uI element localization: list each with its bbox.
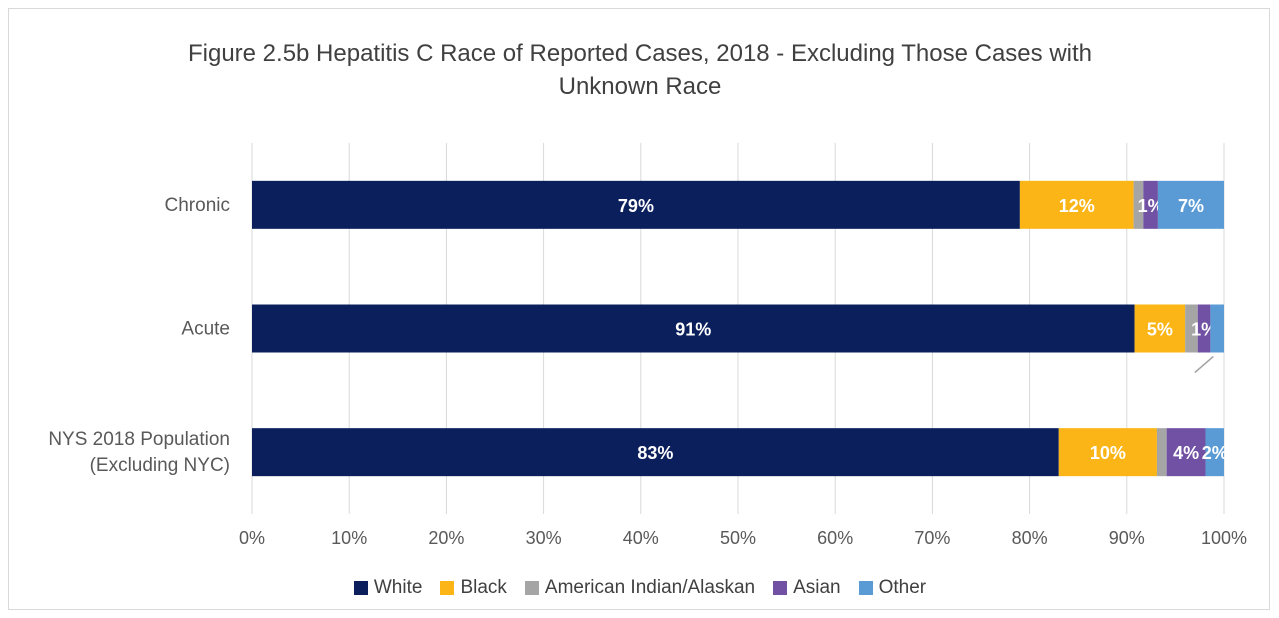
data-label: 4% bbox=[1173, 443, 1199, 463]
x-tick-label: 70% bbox=[914, 528, 950, 548]
bar-segment bbox=[1156, 428, 1167, 477]
x-tick-label: 20% bbox=[428, 528, 464, 548]
x-tick-label: 60% bbox=[817, 528, 853, 548]
x-tick-label: 30% bbox=[526, 528, 562, 548]
legend-swatch bbox=[353, 581, 368, 595]
bar-segment bbox=[252, 428, 1059, 477]
x-tick-label: 10% bbox=[331, 528, 367, 548]
bar-segment bbox=[1019, 180, 1134, 229]
x-tick-label: 80% bbox=[1012, 528, 1048, 548]
legend-item: Black bbox=[440, 577, 507, 599]
x-tick-label: 0% bbox=[239, 528, 265, 548]
category-label: Acute bbox=[181, 319, 230, 340]
x-tick-label: 100% bbox=[1201, 528, 1247, 548]
data-label: 10% bbox=[1090, 443, 1126, 463]
bar-segment bbox=[1205, 428, 1224, 477]
legend-label: Black bbox=[460, 577, 507, 598]
legend-swatch bbox=[440, 581, 455, 595]
category-label: Chronic bbox=[165, 195, 230, 216]
legend-item: Asian bbox=[773, 577, 841, 599]
x-tick-label: 90% bbox=[1109, 528, 1145, 548]
legend-label: Other bbox=[878, 577, 927, 598]
bar-segment bbox=[1058, 428, 1157, 477]
data-label: 91% bbox=[675, 320, 711, 340]
data-label: 7% bbox=[1178, 196, 1204, 216]
legend-label: American Indian/Alaskan bbox=[544, 577, 756, 598]
legend-swatch bbox=[773, 581, 788, 595]
chart-frame: Figure 2.5b Hepatitis C Race of Reported… bbox=[8, 8, 1270, 610]
data-label: 12% bbox=[1059, 196, 1095, 216]
leader-line bbox=[1194, 355, 1214, 374]
data-label: 2% bbox=[1202, 443, 1228, 463]
bar-segment bbox=[1134, 304, 1186, 353]
legend-item: American Indian/Alaskan bbox=[524, 577, 756, 599]
bar-segment bbox=[1197, 304, 1211, 353]
bar-segment bbox=[1166, 428, 1206, 477]
chart-title-line-2: Unknown Race bbox=[558, 73, 722, 100]
x-tick-label: 40% bbox=[623, 528, 659, 548]
bar-segment bbox=[252, 180, 1020, 229]
legend-swatch bbox=[524, 581, 539, 595]
chart-legend: White Black American Indian/Alaskan Asian Ot… bbox=[9, 577, 1271, 599]
bar-segment bbox=[1133, 180, 1144, 229]
legend-item: Other bbox=[858, 577, 927, 599]
bar-segment bbox=[252, 304, 1135, 353]
category-label: NYS 2018 Population bbox=[48, 429, 230, 450]
data-label: 1% bbox=[1138, 196, 1164, 216]
category-label: (Excluding NYC) bbox=[90, 455, 230, 476]
data-label: 83% bbox=[637, 443, 673, 463]
legend-label: Asian bbox=[793, 577, 841, 598]
bar-segment bbox=[1210, 304, 1224, 353]
data-label: 79% bbox=[618, 196, 654, 216]
bar-segment bbox=[1157, 180, 1224, 229]
chart-title: Figure 2.5b Hepatitis C Race of Reported… bbox=[9, 37, 1271, 103]
legend-swatch bbox=[858, 581, 873, 595]
chart-title-line-1: Figure 2.5b Hepatitis C Race of Reported… bbox=[187, 40, 1093, 67]
x-tick-label: 50% bbox=[720, 528, 756, 548]
chart-plot: 0% 10% 20% 30% 40% 50% 60% 70% 80% 90% 100% 79% 12% 1… bbox=[48, 143, 1247, 548]
legend-item: White bbox=[353, 577, 423, 599]
legend-label: White bbox=[373, 577, 423, 598]
bar-segment bbox=[1143, 180, 1158, 229]
bar-segment bbox=[1185, 304, 1198, 353]
data-label: 5% bbox=[1147, 320, 1173, 340]
